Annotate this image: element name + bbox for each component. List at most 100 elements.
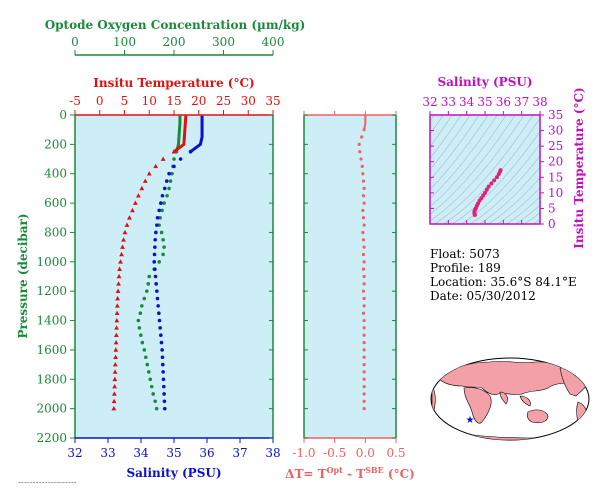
salinity-tick-label: 38 — [265, 446, 280, 460]
density-contour — [430, 115, 471, 170]
float-location-marker: ★ — [466, 415, 475, 426]
temperature-point — [116, 281, 121, 286]
salinity-point — [153, 237, 157, 242]
temperature-tick-label: 25 — [216, 94, 231, 108]
delta-t-point — [361, 252, 366, 257]
density-contour — [430, 115, 480, 181]
salinity-point — [157, 318, 162, 323]
temperature-axis-title: Insitu Temperature (°C) — [93, 76, 254, 90]
delta-t-tick-label: 0.5 — [386, 446, 405, 460]
salinity-point — [153, 274, 158, 279]
oxygen-point — [170, 171, 174, 176]
delta-t-point — [362, 385, 366, 389]
delta-t-panel-background — [304, 115, 396, 438]
salinity-point — [172, 164, 176, 169]
delta-t-point — [362, 318, 366, 323]
temperature-point — [118, 259, 123, 264]
se-asia-shape — [519, 395, 531, 407]
delta-t-axes: -1.0 -0.5 0.0 0.5 — [292, 111, 406, 460]
salinity-point — [167, 171, 171, 176]
delta-t-point — [362, 333, 366, 337]
temperature-point — [113, 354, 118, 360]
delta-t-point — [362, 245, 366, 249]
temperature-point — [127, 215, 132, 220]
pressure-tick-label: 0 — [59, 108, 67, 122]
salinity-point — [155, 223, 159, 227]
density-contour — [430, 115, 462, 159]
delta-t-point — [361, 179, 366, 183]
oxygen-point — [138, 311, 143, 316]
temperature-tick-label: 5 — [121, 94, 129, 108]
salinity-point — [155, 296, 160, 301]
oxygen-point — [161, 237, 165, 242]
ts-point — [492, 178, 497, 183]
oxygen-point — [151, 392, 156, 396]
delta-t-point — [362, 282, 366, 286]
temperature-tick-label: 35 — [265, 94, 280, 108]
ts-salinity-tick-label: 34 — [459, 95, 475, 109]
oxygen-point — [162, 245, 166, 249]
ts-temperature-tick-label: 5 — [548, 201, 556, 215]
delta-t-point — [362, 377, 366, 381]
temperature-point — [114, 303, 120, 308]
delta-t-point — [361, 238, 366, 242]
pressure-tick-label: 1600 — [36, 343, 67, 357]
temperature-point — [111, 406, 117, 411]
temperature-surface-line — [173, 115, 188, 153]
ts-point — [483, 190, 487, 195]
temperature-point — [146, 171, 152, 176]
delta-t-point — [361, 172, 365, 176]
salinity-point — [158, 326, 162, 330]
salinity-series — [152, 115, 204, 411]
pressure-tick-label: 800 — [44, 225, 67, 239]
salinity-point — [155, 289, 159, 293]
oxygen-point — [160, 208, 164, 213]
salinity-tick-label: 35 — [166, 446, 181, 460]
float-info: Float: 5073 Profile: 189 Location: 35.6°… — [430, 247, 577, 303]
oxygen-point — [139, 333, 143, 338]
density-contour — [588, 95, 608, 229]
india-shape — [499, 391, 508, 405]
pressure-axis-title: Pressure (decibar) — [16, 213, 30, 338]
salinity-point — [159, 333, 163, 338]
ts-temperature-tick-label: 20 — [548, 155, 563, 169]
temperature-point — [160, 156, 166, 161]
salinity-point — [162, 186, 167, 191]
salinity-point — [157, 311, 161, 316]
delta-t-point — [362, 362, 366, 367]
world-map: ★ — [430, 357, 590, 441]
oxygen-tick-label: 100 — [113, 35, 136, 49]
pressure-tick-label: 1200 — [36, 284, 67, 298]
oxygen-point — [145, 362, 150, 367]
salinity-point — [164, 179, 169, 183]
density-contour — [496, 187, 540, 224]
ts-temperature-tick-label: 30 — [548, 124, 563, 138]
temperature-point — [120, 244, 125, 249]
delta-t-point — [362, 186, 366, 191]
delta-t-point — [362, 296, 366, 301]
temperature-tick-label: 0 — [96, 94, 104, 108]
delta-t-point — [360, 135, 364, 139]
ts-point — [486, 184, 491, 189]
density-contour — [430, 115, 435, 122]
oxygen-point — [167, 186, 171, 191]
oxygen-point — [161, 252, 165, 257]
oxygen-tick-label: 0 — [71, 35, 79, 49]
temperature-point — [116, 273, 122, 279]
salinity-point — [154, 230, 158, 235]
salinity-point — [157, 208, 161, 213]
delta-t-point — [361, 216, 366, 220]
delta-t-tick-label: 0.0 — [356, 446, 375, 460]
delta-t-point — [361, 289, 366, 293]
temperature-tick-label: 20 — [191, 94, 206, 108]
pressure-tick-label: 400 — [44, 167, 67, 181]
delta-t-point — [362, 392, 366, 396]
delta-t-point — [362, 201, 366, 205]
ts-salinity-tick-label: 37 — [514, 95, 529, 109]
density-contour — [430, 115, 453, 147]
density-contour — [478, 166, 540, 224]
delta-t-point — [360, 164, 364, 168]
temperature-point — [114, 310, 120, 316]
